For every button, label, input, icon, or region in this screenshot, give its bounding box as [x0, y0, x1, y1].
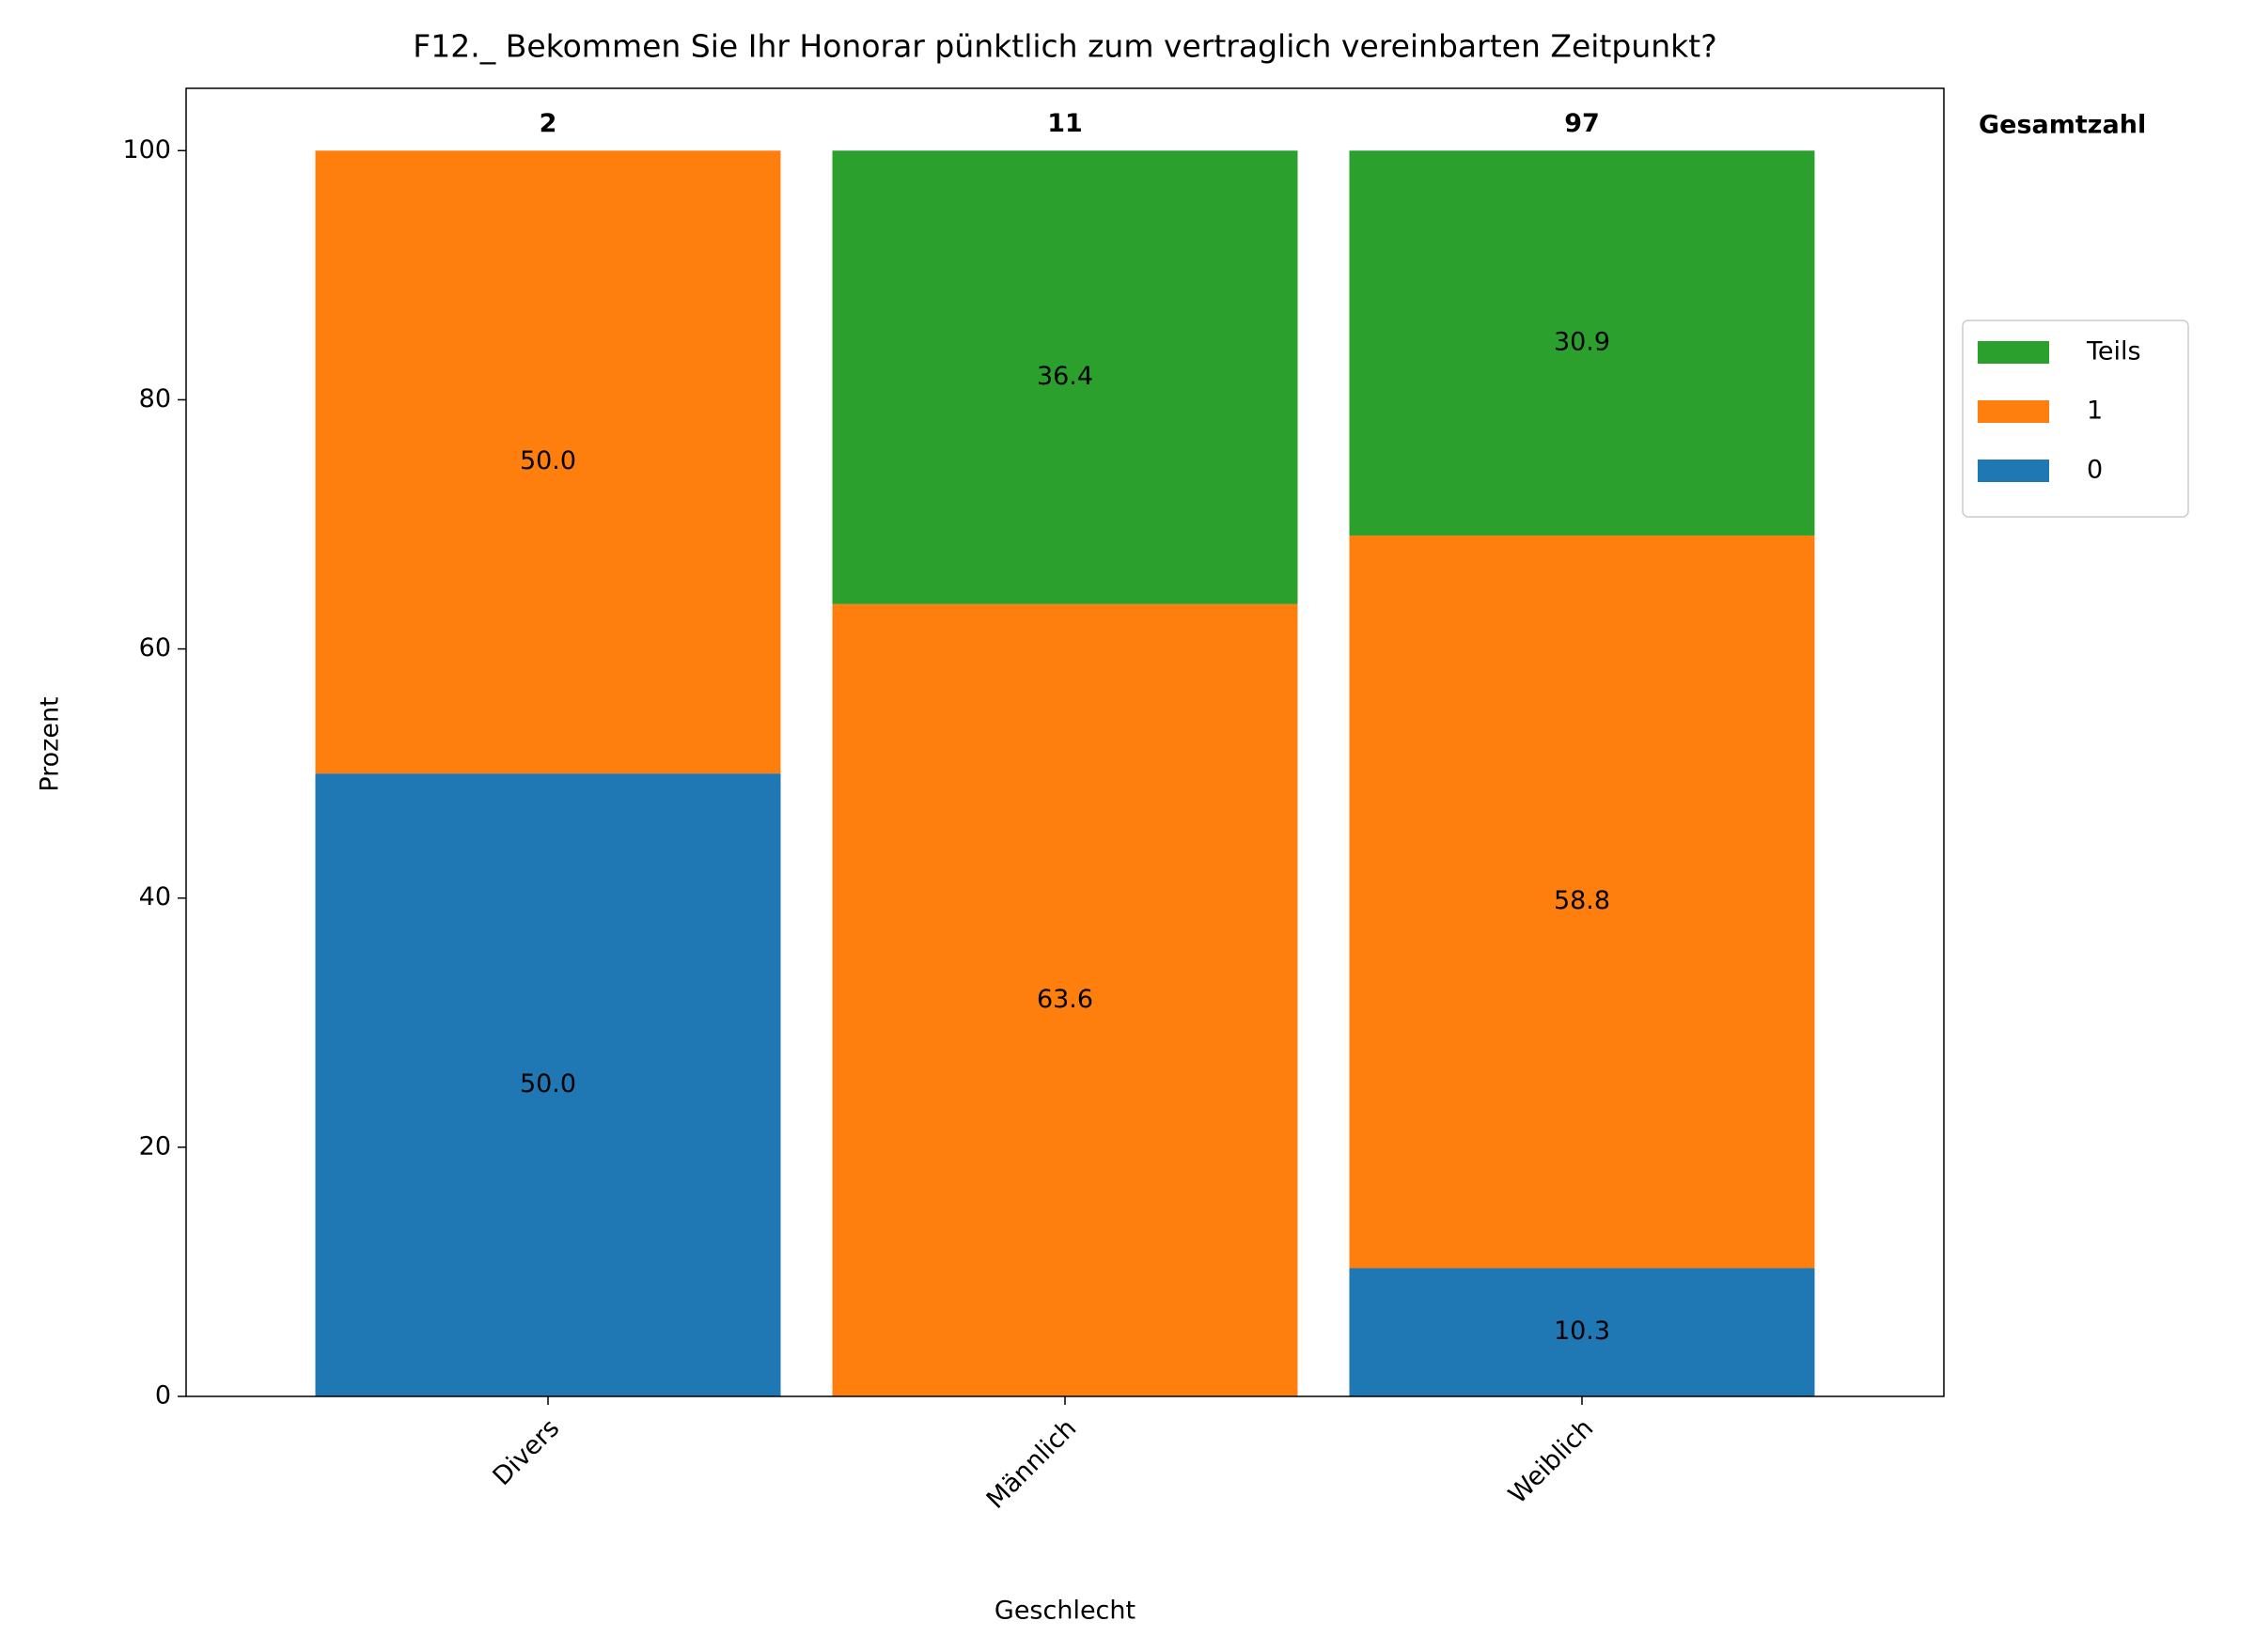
legend-swatch [1978, 460, 2049, 482]
bar-segment [1349, 1268, 1815, 1396]
value-label: 50.0 [520, 1069, 576, 1099]
bar-segment [315, 773, 781, 1396]
legend-label: Teils [2086, 337, 2141, 366]
y-tick-label: 80 [139, 384, 171, 413]
legend-label: 0 [2087, 456, 2103, 485]
value-label: 50.0 [520, 446, 576, 475]
x-axis-label: Geschlecht [994, 1597, 1135, 1626]
chart-title: F12._ Bekommen Sie Ihr Honorar pünktlich… [413, 28, 1716, 65]
total-label: 2 [540, 109, 557, 138]
bar-segment [832, 603, 1298, 1396]
bar-segment [1349, 150, 1815, 536]
total-label: 11 [1047, 109, 1083, 138]
y-tick-label: 100 [122, 135, 171, 164]
axes-frame [185, 87, 1945, 1397]
legend-swatch [1978, 341, 2049, 364]
value-label: 30.9 [1554, 328, 1610, 357]
y-tick-label: 20 [139, 1131, 171, 1161]
value-label: 10.3 [1554, 1317, 1610, 1346]
bar-segment [832, 150, 1298, 604]
value-label: 58.8 [1554, 886, 1610, 915]
legend-swatch [1978, 400, 2049, 423]
y-tick-label: 60 [139, 633, 171, 662]
y-tick-label: 0 [155, 1381, 171, 1410]
bar-segment [1349, 535, 1815, 1269]
bar-segment [315, 150, 781, 774]
y-tick-label: 40 [139, 882, 171, 912]
total-label: 97 [1564, 109, 1600, 138]
value-label: 63.6 [1037, 985, 1093, 1014]
y-axis-label: Prozent [36, 696, 65, 791]
totals-title: Gesamtzahl [1979, 111, 2146, 140]
value-label: 36.4 [1037, 362, 1093, 391]
legend-label: 1 [2087, 397, 2103, 426]
